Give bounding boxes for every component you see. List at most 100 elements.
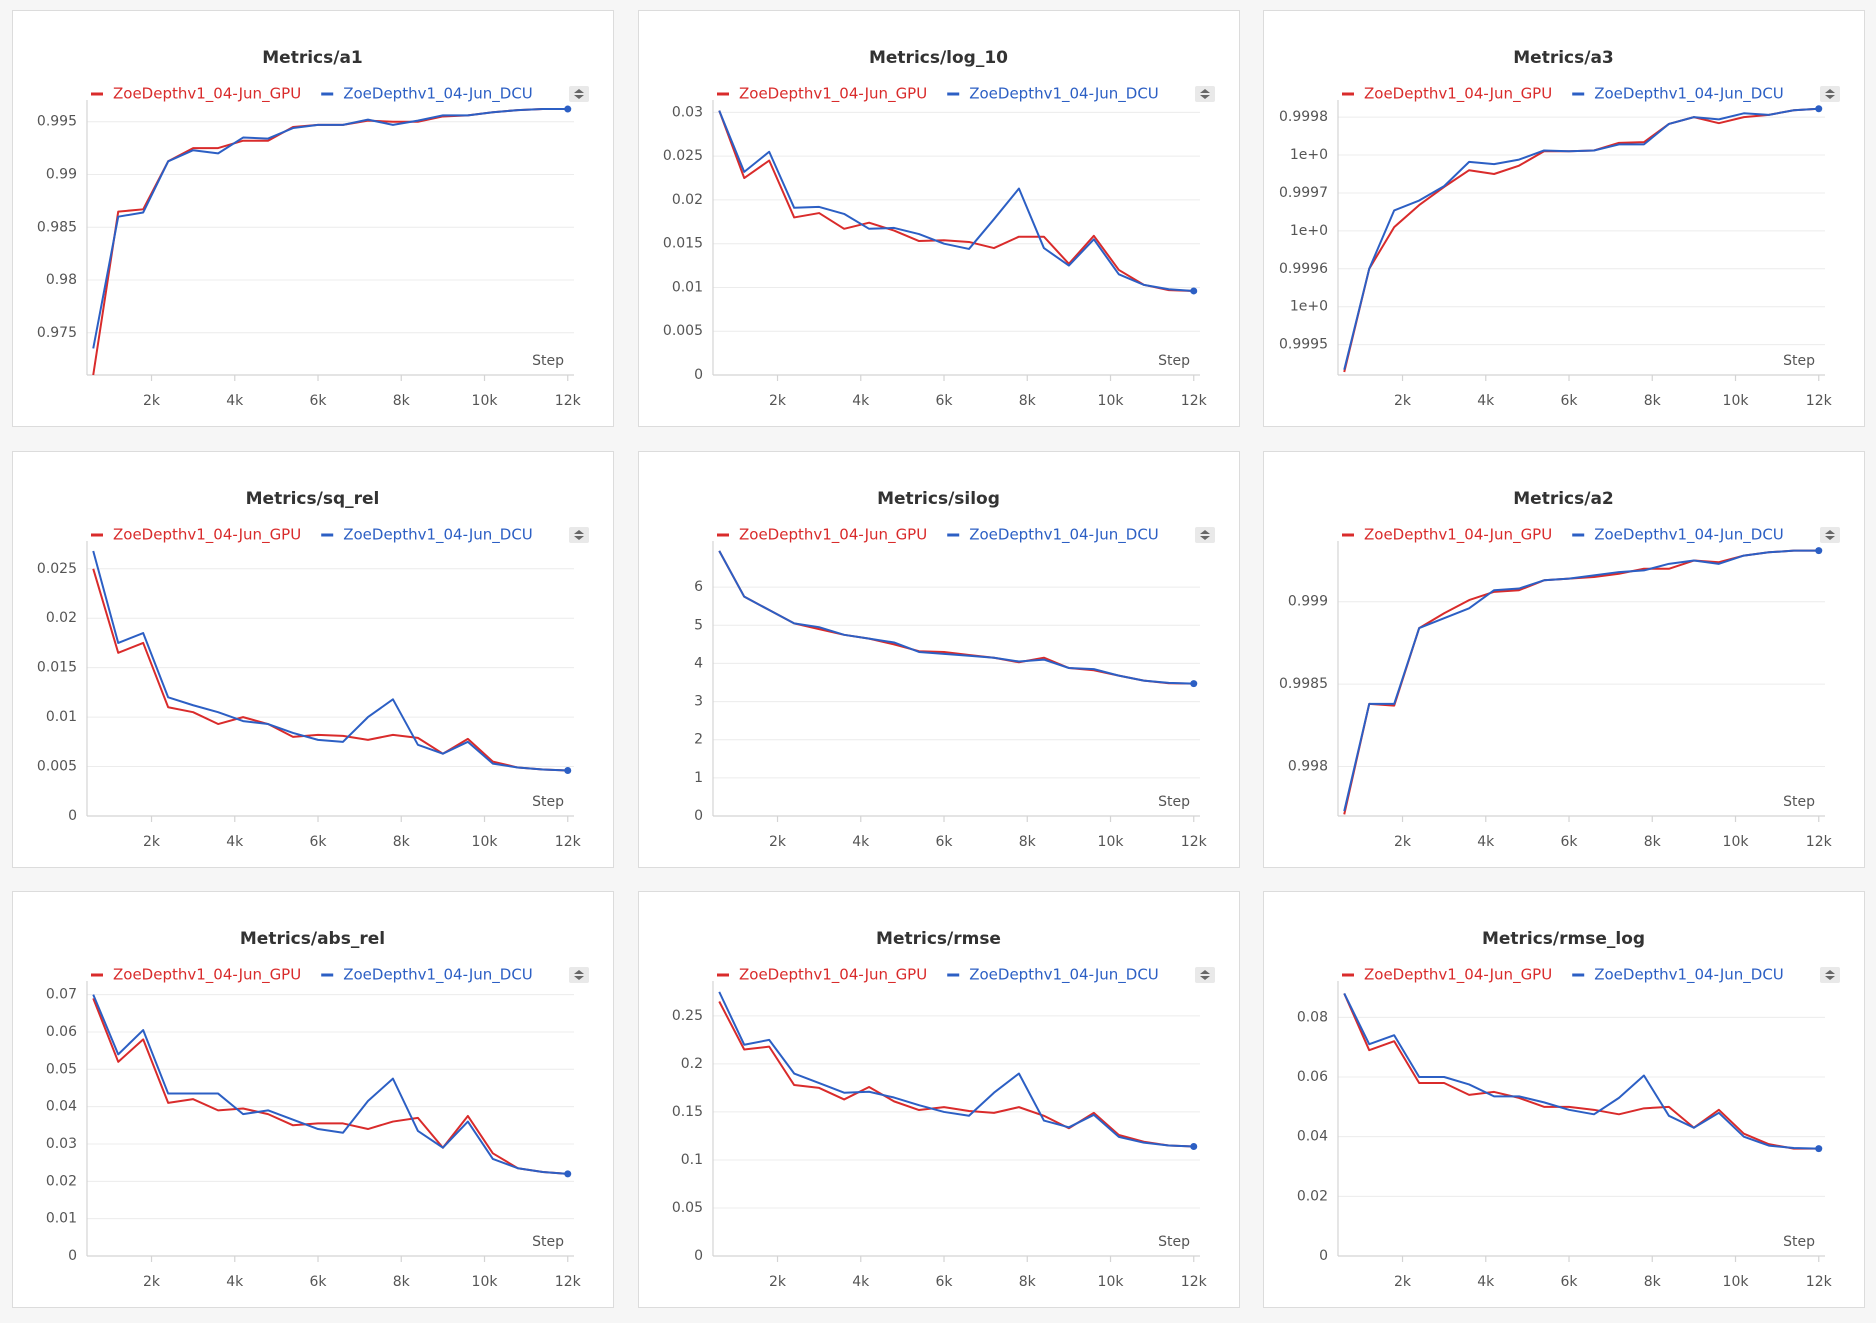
legend-menu-button[interactable]: [1195, 86, 1215, 102]
x-tick-label: 4k: [852, 1274, 870, 1290]
x-tick-label: 2k: [1394, 393, 1412, 409]
panel-background: [1263, 10, 1865, 427]
chart-title: Metrics/a1: [262, 48, 363, 68]
chart-title: Metrics/sq_rel: [246, 489, 380, 509]
x-tick-label: 4k: [1477, 1274, 1495, 1290]
series-line: [718, 110, 1194, 292]
series-line: [92, 550, 568, 772]
chart-title: Metrics/a2: [1513, 489, 1614, 509]
y-tick-label: 0.2: [681, 1056, 703, 1072]
y-tick-label: 0.07: [46, 987, 77, 1003]
legend-label: ZoeDepthv1_04-Jun_DCU: [969, 85, 1159, 104]
y-tick-label: 0.03: [672, 104, 703, 120]
last-point: [1190, 1143, 1198, 1151]
panel-background: [12, 891, 614, 1308]
panel-background: [638, 10, 1240, 427]
chart-title: Metrics/silog: [877, 489, 1000, 509]
x-tick-label: 2k: [143, 834, 161, 850]
y-tick-label: 0.01: [672, 279, 703, 295]
button-icon: [1200, 530, 1210, 540]
y-tick-label: 0.05: [46, 1061, 77, 1077]
x-tick-label: 4k: [852, 834, 870, 850]
legend-menu-button[interactable]: [569, 86, 589, 102]
x-axis-label: Step: [532, 794, 564, 810]
legend-menu-button[interactable]: [569, 527, 589, 543]
x-tick-label: 8k: [1644, 834, 1662, 850]
legend-menu-button[interactable]: [1820, 967, 1840, 983]
y-tick-label: 0.25: [672, 1008, 703, 1024]
legend-menu-button[interactable]: [1820, 86, 1840, 102]
x-tick-label: 6k: [310, 393, 328, 409]
x-tick-label: 2k: [143, 1274, 161, 1290]
legend-label: ZoeDepthv1_04-Jun_GPU: [113, 526, 301, 545]
chart-title: Metrics/abs_rel: [240, 929, 385, 949]
button-box: [569, 86, 589, 102]
x-tick-label: 6k: [1561, 393, 1579, 409]
button-icon: [1200, 970, 1210, 980]
x-axis-label: Step: [1783, 1234, 1815, 1250]
legend-label: ZoeDepthv1_04-Jun_DCU: [1594, 966, 1784, 985]
x-tick-label: 10k: [472, 393, 499, 409]
y-tick-label: 0: [1319, 1248, 1328, 1264]
chart-panel: Metrics/sq_rel ZoeDepthv1_04-Jun_GPU ZoeDe…: [12, 451, 614, 868]
y-tick-label: 3: [694, 694, 703, 710]
legend-label: ZoeDepthv1_04-Jun_DCU: [969, 966, 1159, 985]
x-tick-label: 8k: [393, 834, 411, 850]
y-tick-label: 0.025: [37, 561, 77, 577]
legend-menu-button[interactable]: [1195, 527, 1215, 543]
x-tick-label: 4k: [226, 1274, 244, 1290]
x-tick-label: 4k: [1477, 393, 1495, 409]
series-line: [92, 997, 568, 1175]
y-tick-label: 0.999: [1288, 594, 1328, 610]
panel-background: [1263, 891, 1865, 1308]
x-tick-label: 8k: [393, 1274, 411, 1290]
legend-label: ZoeDepthv1_04-Jun_DCU: [1594, 526, 1784, 545]
legend-menu-button[interactable]: [1820, 527, 1840, 543]
legend-label: ZoeDepthv1_04-Jun_GPU: [1364, 526, 1552, 545]
button-icon: [574, 970, 584, 980]
y-tick-label: 0.98: [46, 272, 77, 288]
x-tick-label: 2k: [769, 1274, 787, 1290]
y-tick-label: 0.08: [1297, 1009, 1328, 1025]
y-tick-label: 0.04: [1297, 1129, 1328, 1145]
button-box: [1195, 86, 1215, 102]
y-tick-label: 0.03: [46, 1136, 77, 1152]
y-tick-label: 0.9995: [1279, 337, 1328, 353]
y-tick-label: 6: [694, 579, 703, 595]
legend-label: ZoeDepthv1_04-Jun_DCU: [1594, 85, 1784, 104]
button-icon: [1825, 89, 1835, 99]
y-tick-label: 0.04: [46, 1099, 77, 1115]
y-tick-label: 0.025: [663, 148, 703, 164]
x-tick-label: 6k: [936, 834, 954, 850]
y-tick-label: 0: [694, 367, 703, 383]
x-tick-label: 12k: [1806, 834, 1833, 850]
x-tick-label: 12k: [1806, 393, 1833, 409]
legend-menu-button[interactable]: [569, 967, 589, 983]
x-axis-label: Step: [532, 353, 564, 369]
x-tick-label: 8k: [1019, 834, 1037, 850]
series-line: [92, 994, 568, 1175]
y-tick-label: 0.985: [37, 219, 77, 235]
x-tick-label: 10k: [1098, 393, 1125, 409]
last-point: [1815, 1145, 1823, 1153]
legend-label: ZoeDepthv1_04-Jun_GPU: [113, 966, 301, 985]
last-point: [564, 767, 572, 775]
x-tick-label: 8k: [1019, 393, 1037, 409]
y-tick-label: 0.06: [46, 1024, 77, 1040]
chart-title: Metrics/log_10: [869, 48, 1008, 68]
y-tick-label: 0.9997: [1279, 185, 1328, 201]
x-tick-label: 8k: [1644, 393, 1662, 409]
x-tick-label: 6k: [310, 834, 328, 850]
x-tick-label: 10k: [1723, 1274, 1750, 1290]
legend-menu-button[interactable]: [1195, 967, 1215, 983]
button-box: [1820, 86, 1840, 102]
button-icon: [574, 530, 584, 540]
y-tick-label: 0.02: [46, 610, 77, 626]
y-tick-label: 0.05: [672, 1200, 703, 1216]
y-tick-label: 1e+0: [1290, 147, 1328, 163]
x-tick-label: 10k: [1723, 834, 1750, 850]
y-tick-label: 0.01: [46, 1211, 77, 1227]
button-icon: [1825, 530, 1835, 540]
x-axis-label: Step: [1783, 353, 1815, 369]
